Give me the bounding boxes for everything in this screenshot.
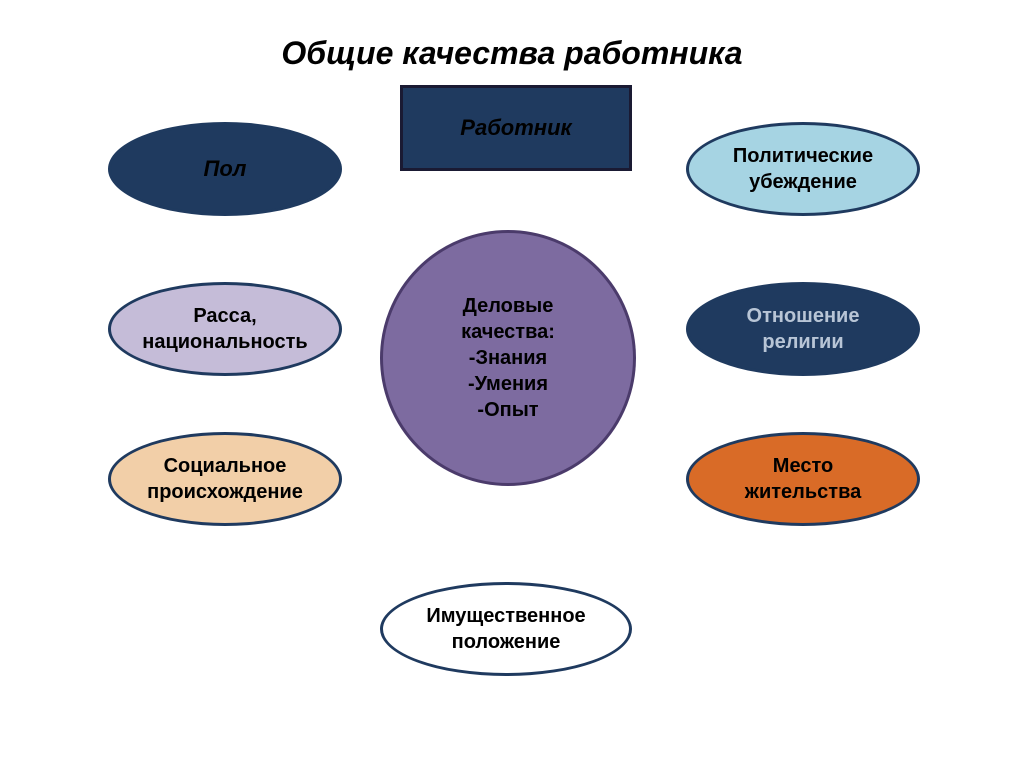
node-property: Имущественное положение bbox=[380, 582, 632, 676]
node-gender: Пол bbox=[108, 122, 342, 216]
node-social: Социальное происхождение bbox=[108, 432, 342, 526]
node-race: Расса, национальность bbox=[108, 282, 342, 376]
node-business: Деловые качества: -Знания -Умения -Опыт bbox=[380, 230, 636, 486]
node-residence: Место жительства bbox=[686, 432, 920, 526]
node-religion: Отношение религии bbox=[686, 282, 920, 376]
node-worker: Работник bbox=[400, 85, 632, 171]
page-title: Общие качества работника bbox=[281, 35, 742, 72]
node-political: Политические убеждение bbox=[686, 122, 920, 216]
